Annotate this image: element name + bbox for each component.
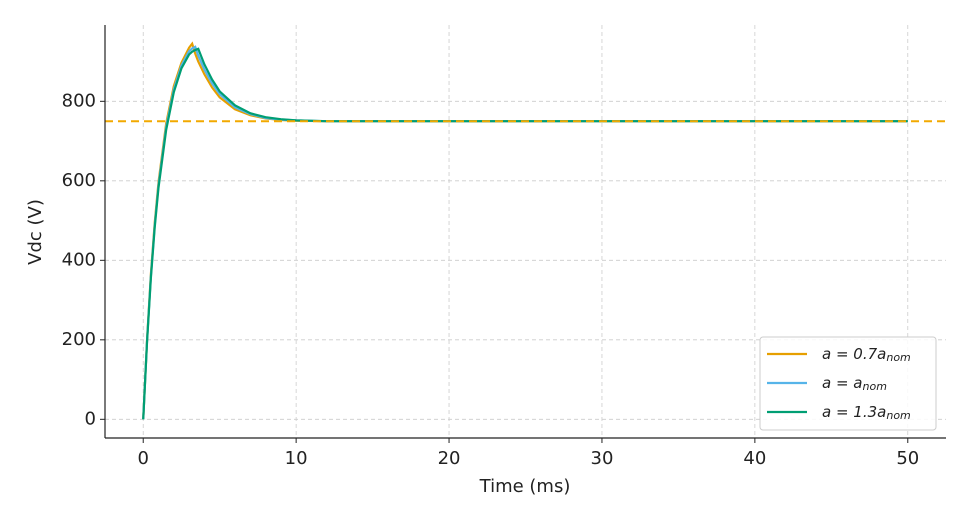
legend-label-subscript: nom <box>863 380 887 393</box>
y-tick-label: 200 <box>62 329 96 350</box>
y-axis-label: Vdc (V) <box>25 199 46 265</box>
y-tick-label: 0 <box>85 408 96 429</box>
legend-label-subscript: nom <box>886 351 910 364</box>
legend-box <box>759 336 937 431</box>
legend-label: a = 1.3anom <box>822 403 911 423</box>
legend-label-subscript: nom <box>886 409 910 422</box>
legend-label: a = 0.7anom <box>822 345 911 365</box>
x-tick-label: 30 <box>591 448 614 469</box>
legend-label-main: a = 0.7a <box>822 345 886 363</box>
legend-label-main: a = a <box>822 374 863 392</box>
legend-label: a = anom <box>822 374 887 394</box>
x-tick-label: 10 <box>285 448 308 469</box>
y-tick-label: 600 <box>62 170 96 191</box>
x-tick-label: 50 <box>896 448 919 469</box>
y-tick-label: 800 <box>62 90 96 111</box>
x-axis-label: Time (ms) <box>479 476 571 497</box>
legend-label-main: a = 1.3a <box>822 403 886 421</box>
x-tick-label: 0 <box>138 448 149 469</box>
x-tick-label: 40 <box>743 448 766 469</box>
y-tick-label: 400 <box>62 249 96 270</box>
data-line <box>142 47 908 420</box>
x-tick-label: 20 <box>438 448 461 469</box>
